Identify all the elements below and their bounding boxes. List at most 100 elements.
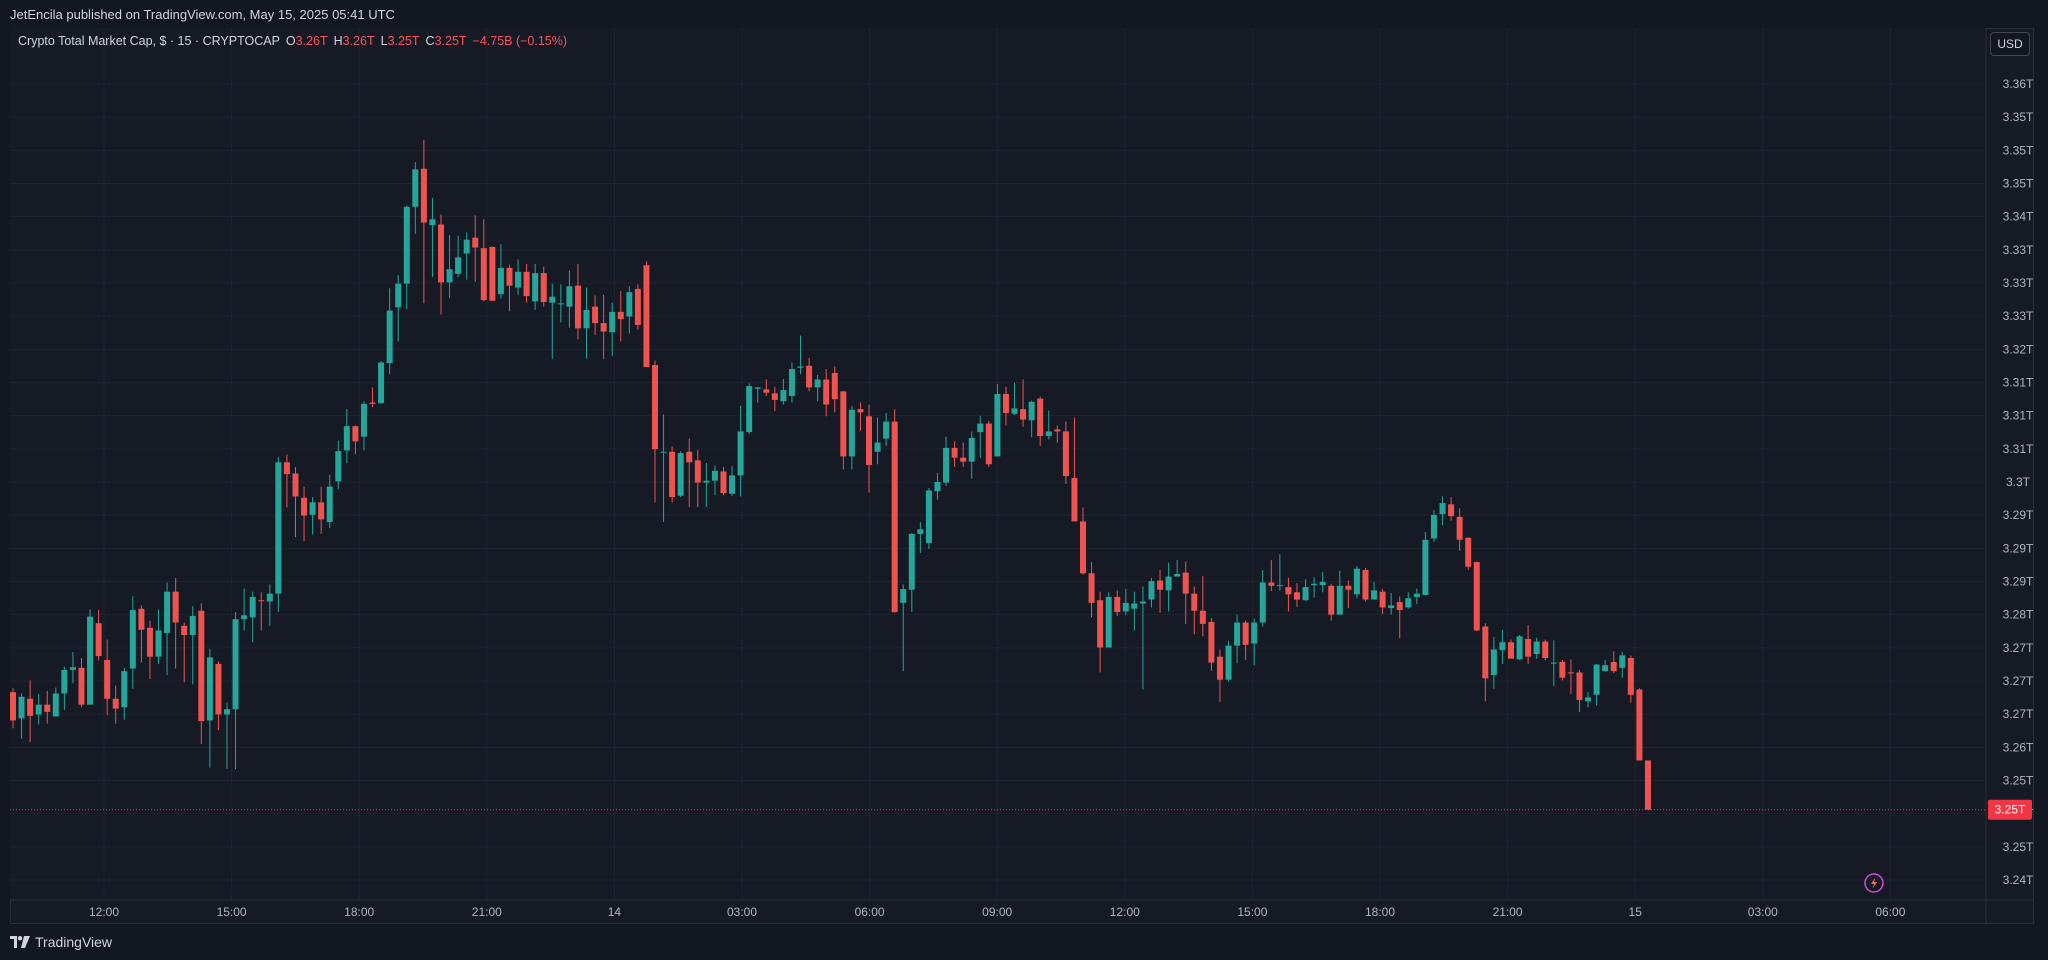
candle-body[interactable] [1636, 689, 1643, 761]
candle-body[interactable] [283, 462, 290, 475]
candle-body[interactable] [788, 369, 795, 396]
candle-body[interactable] [1259, 582, 1266, 623]
candle-body[interactable] [1593, 664, 1600, 695]
candle-body[interactable] [1105, 596, 1112, 648]
candle-body[interactable] [1619, 655, 1626, 668]
price-chart[interactable]: 3.36T 3.35T 3.35T 3.35T 3.34T 3.33T 3.33T 3.33T… [10, 28, 2034, 924]
candle-body[interactable] [1456, 516, 1463, 540]
candle-body[interactable] [343, 426, 350, 451]
candle-body[interactable] [1542, 641, 1549, 659]
candle-body[interactable] [395, 283, 402, 308]
candle-body[interactable] [814, 379, 821, 388]
candle-body[interactable] [1533, 641, 1540, 655]
candle-body[interactable] [857, 409, 864, 413]
candle-body[interactable] [189, 615, 196, 636]
candle-body[interactable] [574, 285, 581, 329]
candle-body[interactable] [609, 311, 616, 333]
candle-body[interactable] [78, 667, 85, 705]
candle-body[interactable] [1302, 587, 1309, 601]
candle-body[interactable] [1576, 672, 1583, 701]
candle-body[interactable] [1199, 610, 1206, 624]
candle-body[interactable] [1473, 562, 1480, 631]
candle-body[interactable] [386, 310, 393, 364]
candle-body[interactable] [703, 480, 710, 483]
candle-body[interactable] [1037, 398, 1044, 437]
candle-body[interactable] [301, 497, 308, 516]
candle-body[interactable] [677, 453, 684, 496]
candle-body[interactable] [1174, 573, 1181, 577]
candle-body[interactable] [934, 482, 941, 492]
candle-body[interactable] [729, 475, 736, 494]
candle-body[interactable] [883, 421, 890, 439]
candle-body[interactable] [480, 248, 487, 301]
candle-body[interactable] [472, 237, 479, 248]
candle-body[interactable] [164, 591, 171, 634]
candle-body[interactable] [686, 451, 693, 463]
candle-body[interactable] [985, 423, 992, 465]
candle-body[interactable] [1430, 514, 1437, 539]
candle-body[interactable] [1148, 581, 1155, 600]
candle-body[interactable] [943, 447, 950, 483]
candle-body[interactable] [1276, 585, 1283, 587]
candle-body[interactable] [968, 437, 975, 462]
candle-body[interactable] [874, 442, 881, 452]
candle-body[interactable] [1131, 603, 1138, 609]
candle-body[interactable] [523, 271, 530, 297]
candle-body[interactable] [840, 391, 847, 457]
candle-body[interactable] [335, 451, 342, 482]
candle-body[interactable] [1490, 649, 1497, 676]
candle-body[interactable] [275, 462, 282, 594]
candle-body[interactable] [1080, 521, 1086, 574]
candle-body[interactable] [44, 704, 51, 712]
candle-body[interactable] [737, 431, 744, 476]
candle-body[interactable] [352, 426, 359, 442]
candle-body[interactable] [215, 663, 222, 715]
candle-body[interactable] [891, 421, 898, 613]
candle-body[interactable] [1002, 393, 1009, 414]
candle-body[interactable] [1054, 429, 1061, 432]
candle-body[interactable] [540, 273, 547, 303]
candle-body[interactable] [925, 490, 932, 544]
candle-body[interactable] [1405, 598, 1412, 608]
candle-body[interactable] [318, 502, 325, 520]
candle-body[interactable] [634, 288, 641, 326]
candle-body[interactable] [557, 303, 564, 305]
candle-body[interactable] [95, 623, 102, 657]
candle-body[interactable] [1071, 478, 1078, 522]
candle-body[interactable] [326, 486, 333, 523]
candle-body[interactable] [746, 386, 753, 433]
candle-body[interactable] [1114, 596, 1121, 613]
candle-body[interactable] [412, 169, 419, 207]
candle-body[interactable] [1371, 590, 1378, 600]
candle-body[interactable] [1020, 409, 1027, 420]
candle-body[interactable] [1448, 504, 1455, 517]
candle-body[interactable] [1182, 572, 1189, 594]
candle-body[interactable] [1122, 602, 1129, 612]
currency-button[interactable]: USD [1990, 32, 2030, 56]
plot-area[interactable] [10, 28, 1986, 900]
candle-body[interactable] [138, 608, 145, 630]
candle-body[interactable] [1362, 570, 1369, 600]
candle-body[interactable] [771, 393, 778, 400]
candle-body[interactable] [694, 460, 701, 483]
candle-body[interactable] [626, 292, 633, 317]
candle-body[interactable] [172, 591, 179, 623]
candle-body[interactable] [463, 239, 470, 254]
candle-body[interactable] [266, 593, 273, 602]
candle-body[interactable] [711, 470, 718, 481]
candle-body[interactable] [652, 365, 658, 450]
candle-body[interactable] [10, 692, 16, 721]
candle-body[interactable] [369, 402, 376, 404]
candle-body[interactable] [1499, 642, 1506, 651]
candle-body[interactable] [1345, 585, 1352, 590]
candle-body[interactable] [489, 246, 496, 301]
candle-body[interactable] [1285, 587, 1292, 595]
candle-body[interactable] [198, 610, 205, 722]
candle-body[interactable] [403, 206, 410, 284]
candle-body[interactable] [720, 471, 727, 494]
candle-body[interactable] [1165, 576, 1172, 591]
candle-body[interactable] [1550, 662, 1557, 664]
candle-body[interactable] [446, 269, 453, 283]
candle-body[interactable] [241, 615, 248, 620]
candle-body[interactable] [146, 627, 153, 657]
